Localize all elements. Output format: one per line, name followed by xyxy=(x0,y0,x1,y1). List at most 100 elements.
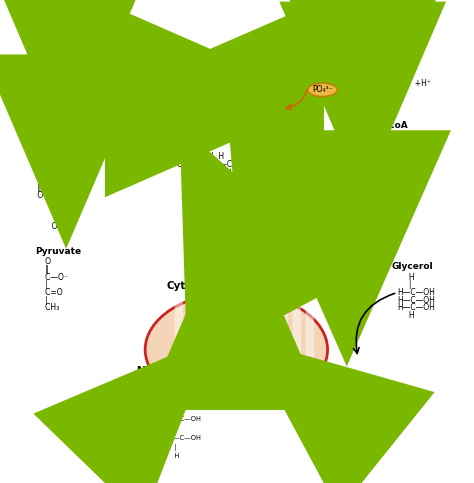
Text: ‖      |: ‖ | xyxy=(35,183,58,192)
FancyBboxPatch shape xyxy=(227,293,236,410)
Text: COO⁻: COO⁻ xyxy=(173,391,192,397)
Text: H: H xyxy=(397,311,415,320)
FancyArrowPatch shape xyxy=(354,293,395,354)
Text: H: H xyxy=(397,273,415,282)
Text: |: | xyxy=(171,95,178,104)
Text: C=O: C=O xyxy=(38,288,63,297)
Text: |       ‖: | ‖ xyxy=(35,74,61,83)
Text: Fatty acid: Fatty acid xyxy=(321,217,372,227)
Text: ⁻O—C     C—S—CoA  +H⁺: ⁻O—C C—S—CoA +H⁺ xyxy=(335,79,430,88)
Text: ATP: ATP xyxy=(273,81,289,90)
Text: O: O xyxy=(38,257,51,266)
Text: |: | xyxy=(335,87,356,96)
Text: HO    O: HO O xyxy=(202,322,231,328)
Text: |: | xyxy=(35,120,57,129)
Text: |: | xyxy=(397,280,412,289)
Text: Malonyl CoA: Malonyl CoA xyxy=(346,121,408,130)
FancyBboxPatch shape xyxy=(279,293,288,410)
Text: Pyruvate: Pyruvate xyxy=(36,247,82,256)
Text: +: + xyxy=(305,82,314,91)
Text: H  OH  H: H OH H xyxy=(197,297,236,302)
Text: PO₄³⁻: PO₄³⁻ xyxy=(312,85,333,94)
Text: Oxaloacetate: Oxaloacetate xyxy=(154,113,221,122)
Text: ‖: ‖ xyxy=(38,265,49,274)
FancyBboxPatch shape xyxy=(201,293,209,410)
Text: H—C—OH: H—C—OH xyxy=(397,303,435,313)
Text: O: O xyxy=(244,355,256,361)
Text: |: | xyxy=(173,383,180,390)
Text: Glycerol: Glycerol xyxy=(392,262,433,271)
Text: Citric acid: Citric acid xyxy=(204,329,255,338)
Text: C     C—O: C C—O xyxy=(35,82,73,91)
Text: Acetyl CoA: Acetyl CoA xyxy=(245,382,299,391)
Text: O        O: O O xyxy=(335,64,375,73)
Text: HO  H   C    H  OH: HO H C H OH xyxy=(197,313,258,319)
Text: Monoglyceride: Monoglyceride xyxy=(274,368,348,377)
Text: |: | xyxy=(38,296,48,305)
Text: H—C—OH: H—C—OH xyxy=(397,296,435,305)
Text: |            ‖    |    |    |    |    |    |    |    |    |    |    |: | ‖ | | | | | | | | | | | xyxy=(150,389,300,396)
Text: Citric acid: Citric acid xyxy=(201,187,253,197)
Text: O=C: O=C xyxy=(171,71,188,81)
Text: HCO₃⁻: HCO₃⁻ xyxy=(264,115,288,124)
Text: CH₂: CH₂ xyxy=(335,95,365,104)
Text: HO    O: HO O xyxy=(187,177,219,186)
Text: |: | xyxy=(35,199,57,208)
Text: H: H xyxy=(168,453,179,459)
Text: OH    OH: OH OH xyxy=(35,160,68,169)
Text: Acetyl CoA: Acetyl CoA xyxy=(235,107,290,115)
Text: ADP: ADP xyxy=(312,75,329,84)
Text: CH₂: CH₂ xyxy=(173,376,188,382)
Ellipse shape xyxy=(308,83,337,97)
Text: |: | xyxy=(38,280,48,289)
Text: ‖      |: ‖ | xyxy=(35,89,58,99)
Text: OH     O: OH O xyxy=(35,67,64,76)
Text: |: | xyxy=(335,102,356,112)
Text: O=C—C—C—C—C=O: O=C—C—C—C—C=O xyxy=(191,305,266,311)
Text: Cytoplasm: Cytoplasm xyxy=(166,281,228,291)
Text: OH: OH xyxy=(35,128,64,137)
Text: C—O⁻: C—O⁻ xyxy=(38,273,68,282)
Text: |      ‖: | ‖ xyxy=(35,168,58,177)
Text: O: O xyxy=(241,81,254,90)
Text: Oxaloacetate: Oxaloacetate xyxy=(154,400,221,410)
Text: H   H   H   H   H   H   H   H   H   H: H H H H H H H H H H xyxy=(150,404,286,411)
Text: H—C—OH: H—C—OH xyxy=(168,435,201,441)
Text: H   H   H: H H H xyxy=(285,254,333,263)
Text: H  OH  H: H OH H xyxy=(182,152,224,161)
FancyArrowPatch shape xyxy=(286,89,308,110)
Text: ‖         ‖: ‖ ‖ xyxy=(335,71,373,81)
FancyBboxPatch shape xyxy=(253,293,262,410)
FancyBboxPatch shape xyxy=(188,293,196,410)
Text: |: | xyxy=(168,444,177,451)
Text: |: | xyxy=(35,214,57,223)
Text: O    CH₂: O CH₂ xyxy=(35,191,67,200)
Text: C=O: C=O xyxy=(35,113,69,122)
Text: |: | xyxy=(168,426,177,432)
FancyBboxPatch shape xyxy=(306,293,314,410)
Text: H           O    H   H   H   H   H   H   H   H   H   H   H: H O H H H H H H H H H H H xyxy=(150,382,310,387)
FancyBboxPatch shape xyxy=(292,293,301,410)
FancyBboxPatch shape xyxy=(240,293,248,410)
Text: O=C: O=C xyxy=(173,360,189,366)
Text: ‖    |    |    |: ‖ | | | xyxy=(285,237,332,246)
Text: COO⁻: COO⁻ xyxy=(171,64,192,73)
Text: ‖: ‖ xyxy=(244,362,254,369)
Text: O    CH₂: O CH₂ xyxy=(35,97,67,106)
Text: CH₂: CH₂ xyxy=(171,87,187,96)
Text: O=C—C—C—C—C=O: O=C—C—C—C—C=O xyxy=(176,160,258,169)
Text: |: | xyxy=(171,79,178,88)
Text: Malic acid: Malic acid xyxy=(43,152,93,161)
Ellipse shape xyxy=(145,292,328,407)
Text: H—C—OH: H—C—OH xyxy=(397,288,435,297)
Text: O    H   H   H: O H H H xyxy=(285,228,339,238)
Text: CH₃—C—S—CoA: CH₃—C—S—CoA xyxy=(241,97,303,105)
Text: COO⁻: COO⁻ xyxy=(173,353,192,358)
Text: OH: OH xyxy=(35,222,64,230)
FancyBboxPatch shape xyxy=(214,293,222,410)
Text: HO  H   C    H  OH: HO H C H OH xyxy=(182,169,248,178)
Text: COO⁻: COO⁻ xyxy=(171,102,192,112)
Text: C     C—O: C C—O xyxy=(35,176,73,185)
Text: CH₃—C—S—CoA: CH₃—C—S—CoA xyxy=(244,370,301,376)
Text: Oxaloacetic acid: Oxaloacetic acid xyxy=(31,136,114,145)
